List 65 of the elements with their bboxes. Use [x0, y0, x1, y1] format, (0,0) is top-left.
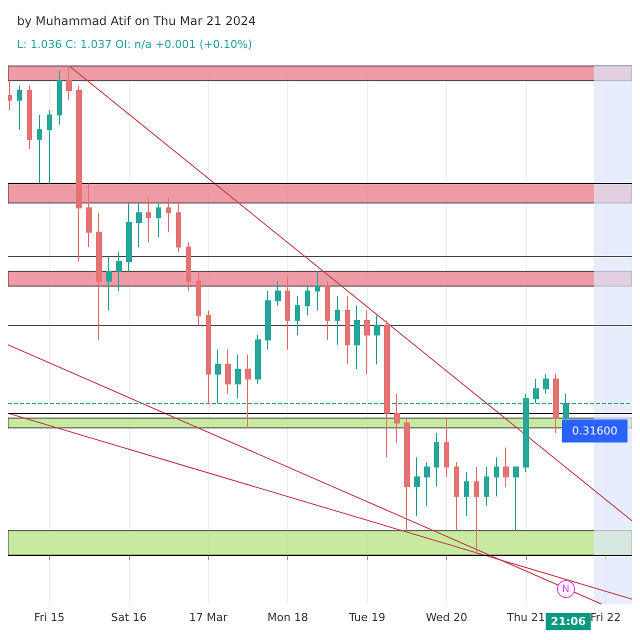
candlestick: [315, 270, 320, 312]
x-tick-label: Mon 18: [267, 611, 308, 624]
chart-subtitle: L: 1.036 C: 1.037 OI: n/a +0.001 (+0.10%): [17, 38, 252, 51]
candlestick: [265, 290, 271, 350]
band-label: 0.31600: [572, 424, 618, 438]
candlestick: [47, 110, 52, 184]
candlestick: [96, 212, 102, 340]
candlestick: [225, 349, 231, 394]
candlestick: [245, 354, 251, 428]
x-tick-label: Wed 20: [426, 611, 468, 624]
candlestick: [27, 85, 32, 150]
candlestick: [275, 280, 281, 306]
candlestick: [464, 471, 469, 516]
candlestick: [424, 462, 430, 507]
candlestick: [364, 310, 370, 375]
x-tick-label: Sat 16: [111, 611, 147, 624]
candlestick: [374, 314, 380, 365]
candlestick: [305, 286, 310, 316]
x-tick-label: 17 Mar: [189, 611, 228, 624]
candlestick: [295, 295, 300, 336]
candlestick: [325, 280, 330, 340]
candlestick: [414, 456, 420, 516]
x-tick-label: Thu 21: [506, 611, 546, 624]
candlestick: [106, 256, 112, 312]
candlestick: [285, 276, 290, 350]
candlestick: [206, 310, 211, 404]
candlestick: [474, 466, 479, 556]
candlestick: [116, 251, 122, 292]
candlestick: [404, 418, 410, 532]
candlestick: [235, 354, 241, 400]
candlestick: [494, 456, 499, 497]
x-tick-label: Fri 15: [34, 611, 65, 624]
candlestick: [394, 393, 400, 444]
candlestick: [126, 202, 132, 272]
candlestick: [345, 295, 350, 365]
candlestick: [186, 242, 191, 292]
candlestick: [166, 198, 171, 233]
candlestick: [146, 198, 151, 243]
candlestick: [354, 305, 360, 370]
candlestick: [196, 270, 201, 326]
candlestick: [434, 432, 439, 488]
candlestick: [57, 70, 62, 126]
chart-title: by Muhammad Atif on Thu Mar 21 2024: [17, 14, 256, 28]
candlestick: [444, 418, 449, 478]
text: 21:06: [550, 615, 586, 628]
candlestick: [37, 114, 42, 184]
candlestick: [17, 85, 22, 130]
candlestick: [156, 202, 161, 238]
candlestick: [384, 320, 390, 458]
badge-icon: N: [556, 580, 575, 598]
x-tick-label: Tue 19: [348, 611, 386, 624]
candlestick: [136, 202, 142, 248]
candlestick: [255, 334, 261, 384]
candlestick: [454, 462, 459, 532]
x-tick-label: Fri 22: [590, 611, 621, 624]
candlestick: [176, 202, 181, 252]
candlestick: [335, 295, 340, 346]
candlestick: [543, 374, 549, 394]
candlestick: [76, 85, 82, 262]
candlestick: [513, 466, 519, 532]
candlestick: [503, 446, 509, 488]
candlestick: [66, 66, 72, 101]
candlestick: [86, 182, 92, 248]
candlestick: [553, 374, 559, 434]
candlestick: [484, 466, 489, 507]
